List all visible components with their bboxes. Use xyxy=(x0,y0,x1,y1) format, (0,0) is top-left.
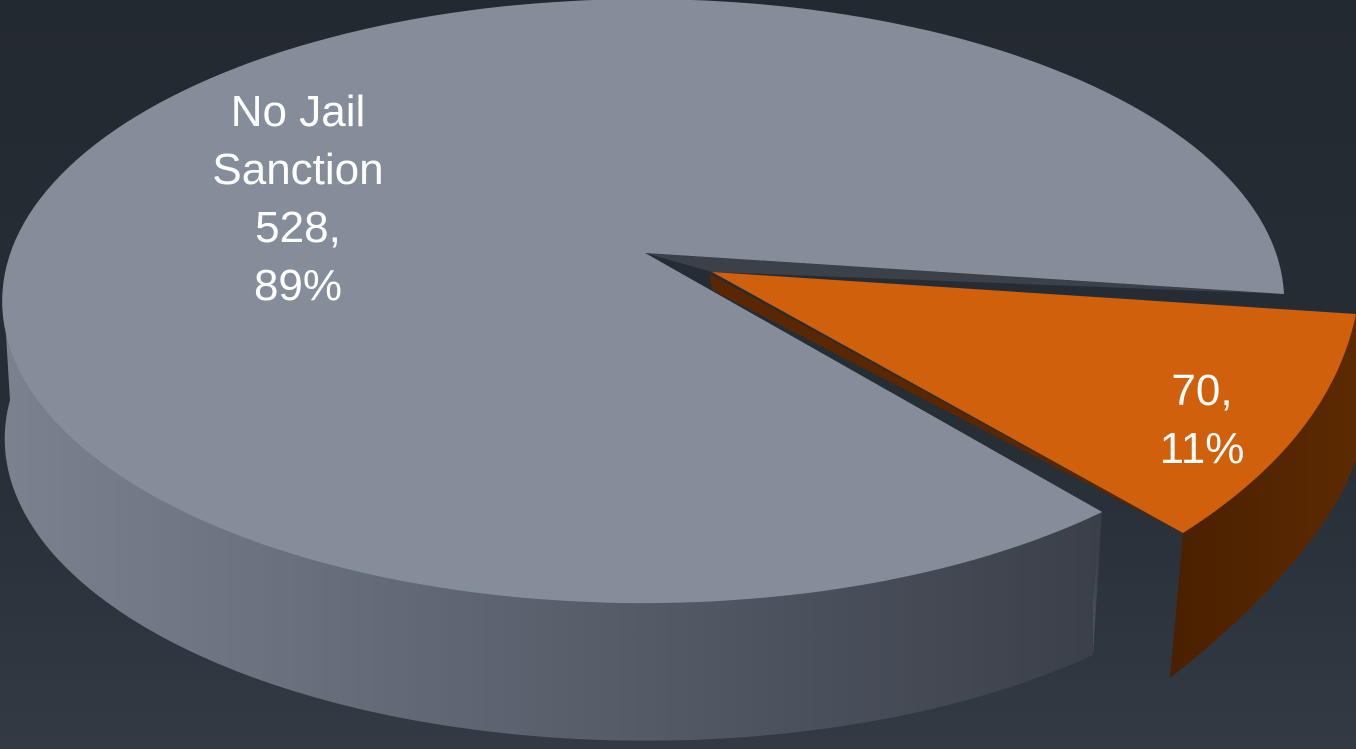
slice-label-no-jail-sanction: No Jail Sanction 528, 89% xyxy=(212,87,383,310)
slice-label-line: 528, xyxy=(255,203,341,252)
slice-jail-sanction-top xyxy=(712,272,1356,533)
slice-jail-sanction-cut-edge xyxy=(710,274,1183,533)
slice-no-jail-sanction-wall xyxy=(1093,512,1102,655)
slice-no-jail-sanction-side xyxy=(4,302,1102,741)
slice-label-line: 89% xyxy=(254,261,342,310)
slice-label-line: No Jail xyxy=(231,87,366,136)
slice-jail-sanction xyxy=(710,272,1356,678)
slice-label-line: Sanction xyxy=(212,145,383,194)
slice-label-line: 70, xyxy=(1171,366,1232,415)
slice-jail-sanction-side xyxy=(1170,314,1356,678)
slice-label-jail-sanction: 70, 11% xyxy=(1160,366,1245,473)
slice-no-jail-sanction xyxy=(2,0,1284,741)
slice-no-jail-sanction-top-fill xyxy=(4,12,1284,603)
slice-no-jail-sanction-cut-edge xyxy=(645,253,1284,294)
slice-label-line: 11% xyxy=(1160,424,1245,473)
